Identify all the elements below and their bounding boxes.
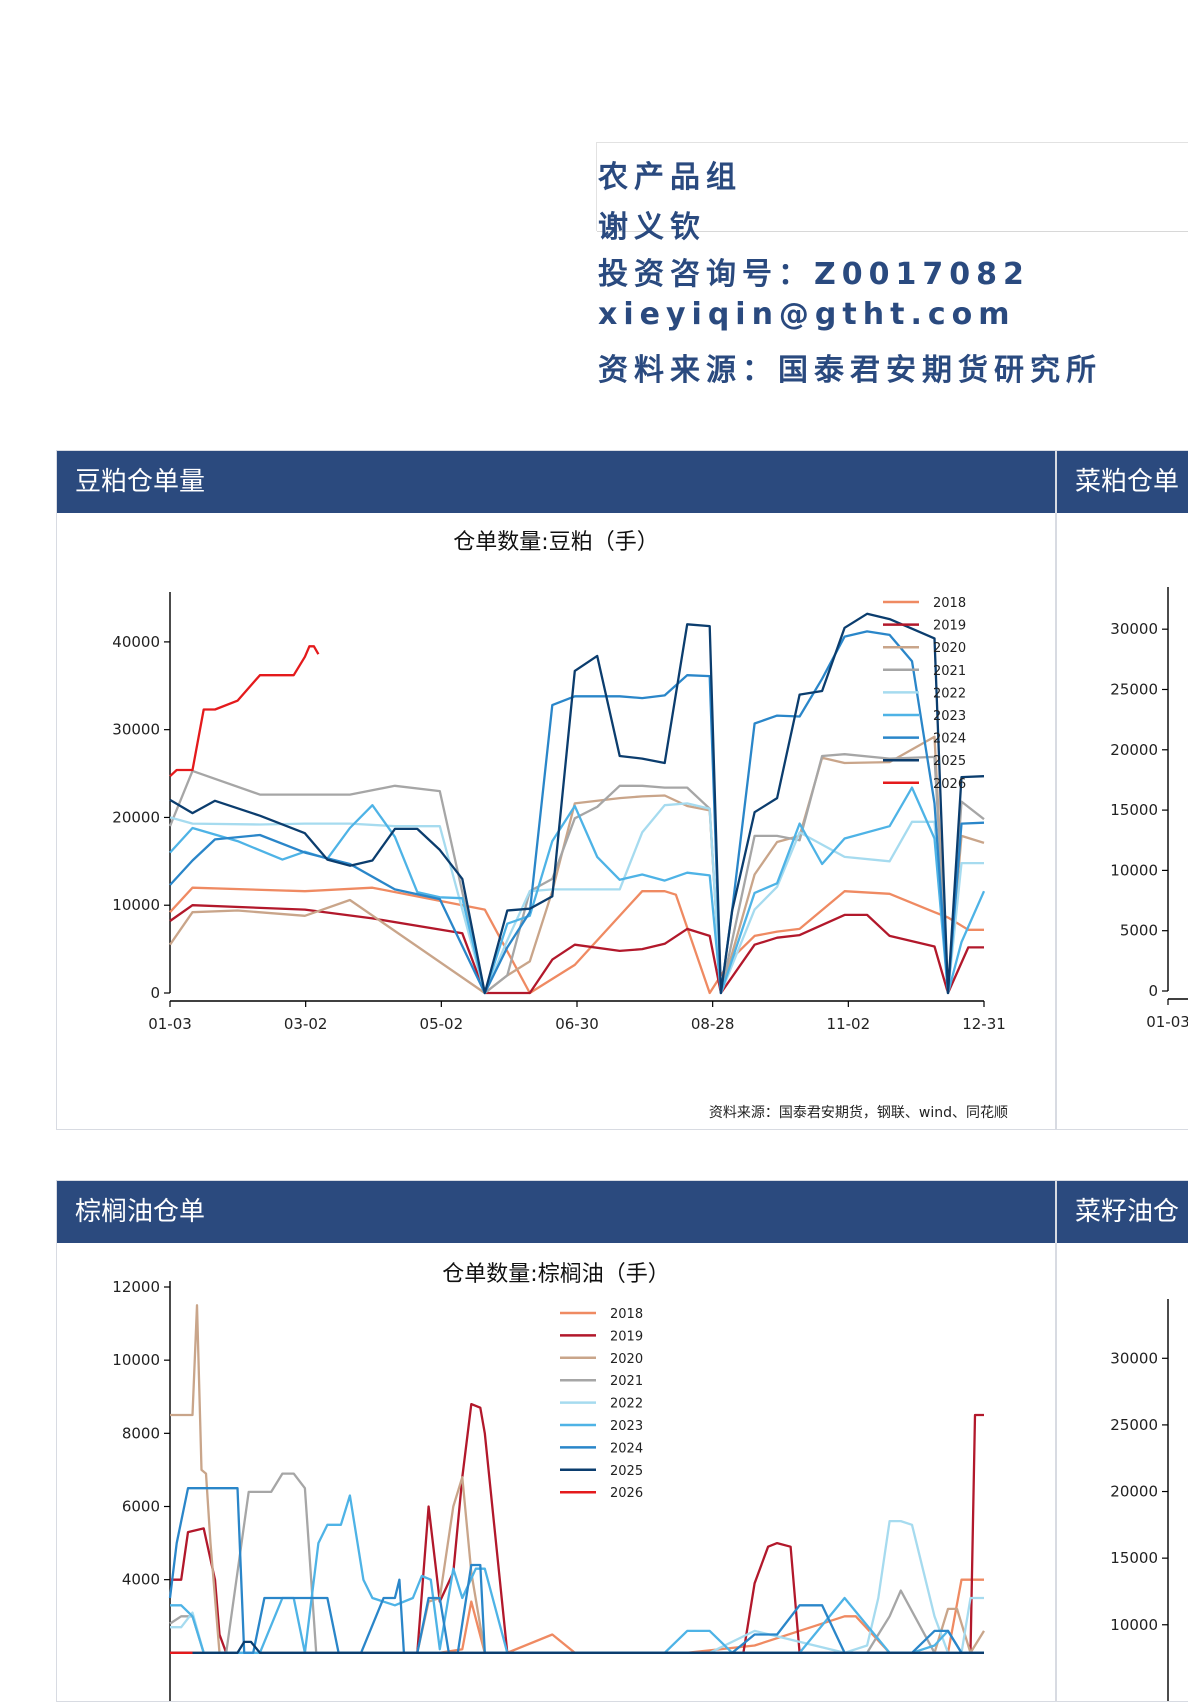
chart-rapemeal: 0 5000 10000 15000 20000 25000 30000 01-03 [1110, 587, 1188, 1031]
legend-label-2019: 2019 [933, 619, 966, 634]
panel-header-palm: 棕榈油仓单 [57, 1181, 1055, 1243]
series-line-2023 [170, 1494, 984, 1654]
legend-label-2021: 2021 [610, 1374, 643, 1389]
x-tick-label: 11-02 [827, 1015, 871, 1033]
author-group: 农产品组 [598, 160, 742, 195]
series-line-2018 [170, 1578, 984, 1654]
x-tick-label: 01-03 [1146, 1013, 1188, 1031]
x-tick-label: 06-30 [555, 1015, 599, 1033]
series-line-2018 [169, 886, 984, 995]
y-tick-label: 20000 [1110, 1483, 1158, 1501]
legend-label-2022: 2022 [610, 1397, 643, 1412]
x-tick-label: 01-03 [148, 1015, 192, 1033]
y-tick-label: 25000 [1110, 680, 1158, 698]
series-line-2023 [169, 786, 986, 995]
legend-label-2026: 2026 [933, 777, 966, 792]
series-line-2021 [169, 1472, 984, 1654]
series-line-2025 [170, 1640, 984, 1654]
y-tick-label: 25000 [1110, 1416, 1158, 1434]
panel-palm: 棕榈油仓单 仓单数量:棕榈油（手） 4000 6000 8000 10000 12000 2… [56, 1180, 1056, 1702]
legend-label-2019: 2019 [610, 1329, 643, 1344]
legend-label-2026: 2026 [610, 1486, 643, 1501]
y-tick-label: 4000 [122, 1571, 160, 1589]
x-tick-label: 12-31 [962, 1015, 1006, 1033]
legend-label-2020: 2020 [933, 641, 966, 656]
y-tick-label: 8000 [122, 1424, 160, 1442]
legend-label-2022: 2022 [933, 686, 966, 701]
author-box [596, 142, 1188, 232]
series-line-2024 [168, 1487, 984, 1654]
y-tick-label: 0 [150, 984, 160, 1002]
panel-header-rapeoil: 菜籽油仓 [1057, 1181, 1188, 1243]
y-tick-label: 12000 [112, 1278, 160, 1296]
chart-rapeoil: 10000 15000 20000 25000 30000 [1110, 1299, 1169, 1701]
legend-label-2023: 2023 [610, 1419, 643, 1434]
author-email: xieyiqin@gtht.com [598, 297, 1016, 332]
panel-rapeoil: 菜籽油仓 10000 15000 20000 25000 30000 [1056, 1180, 1188, 1702]
series-line-2020 [169, 735, 985, 995]
legend-label-2018: 2018 [933, 596, 966, 611]
legend-label-2025: 2025 [610, 1464, 643, 1479]
y-tick-label: 10000 [112, 1351, 160, 1369]
y-tick-label: 15000 [1110, 1549, 1158, 1567]
legend-label-2018: 2018 [610, 1307, 643, 1322]
author-source: 资料来源：国泰君安期货研究所 [598, 353, 1102, 388]
y-tick-label: 40000 [112, 633, 160, 651]
chart-soymeal: 仓单数量:豆粕（手） 0 10000 20000 30000 40000 01-03 03-0… [112, 530, 1008, 1121]
x-tick-label: 03-02 [284, 1015, 328, 1033]
legend-label-2024: 2024 [610, 1441, 643, 1456]
chart-source: 资料来源：国泰君安期货，钢联、wind、同花顺 [709, 1104, 1008, 1121]
panel-header-soymeal: 豆粕仓单量 [57, 451, 1055, 513]
y-tick-label: 10000 [1110, 1616, 1158, 1634]
legend-label-2025: 2025 [933, 754, 966, 769]
y-tick-label: 5000 [1120, 922, 1158, 940]
y-tick-label: 20000 [1110, 741, 1158, 759]
series-line-2019 [170, 1402, 984, 1654]
panel-header-rapemeal: 菜粕仓单 [1057, 451, 1188, 513]
y-tick-label: 10000 [112, 896, 160, 914]
y-tick-label: 6000 [122, 1498, 160, 1516]
y-tick-label: 0 [1148, 982, 1158, 1000]
series-line-2021 [168, 753, 985, 995]
chart-palm: 仓单数量:棕榈油（手） 4000 6000 8000 10000 12000 2018 201… [112, 1262, 985, 1701]
legend-label-2024: 2024 [933, 732, 966, 747]
x-tick-label: 05-02 [420, 1015, 464, 1033]
y-tick-label: 15000 [1110, 801, 1158, 819]
y-tick-label: 20000 [112, 808, 160, 826]
series-line-2024 [169, 630, 985, 995]
y-tick-label: 30000 [1110, 1349, 1158, 1367]
legend-label-2021: 2021 [933, 664, 966, 679]
author-name: 谢义钦 [598, 210, 706, 245]
series-line-2026 [169, 645, 320, 778]
chart-title: 仓单数量:豆粕（手） [453, 530, 658, 555]
legend-label-2023: 2023 [933, 709, 966, 724]
x-tick-label: 08-28 [691, 1015, 735, 1033]
y-tick-label: 30000 [112, 721, 160, 739]
legend-label-2020: 2020 [610, 1352, 643, 1367]
y-tick-label: 10000 [1110, 861, 1158, 879]
series-line-2019 [169, 904, 984, 995]
chart-title: 仓单数量:棕榈油（手） [442, 1262, 669, 1287]
panel-soymeal: 豆粕仓单量 仓单数量:豆粕（手） 0 10000 20000 30000 40000 01-… [56, 450, 1056, 1130]
author-license: 投资咨询号：Z0017082 [598, 257, 1030, 292]
series-line-2025 [169, 612, 985, 995]
y-tick-label: 30000 [1110, 620, 1158, 638]
series-line-2022 [170, 1519, 984, 1654]
panel-rapemeal: 菜粕仓单 0 5000 10000 15000 20000 25000 30000 01-03 [1056, 450, 1188, 1130]
series-line-2022 [169, 802, 984, 995]
